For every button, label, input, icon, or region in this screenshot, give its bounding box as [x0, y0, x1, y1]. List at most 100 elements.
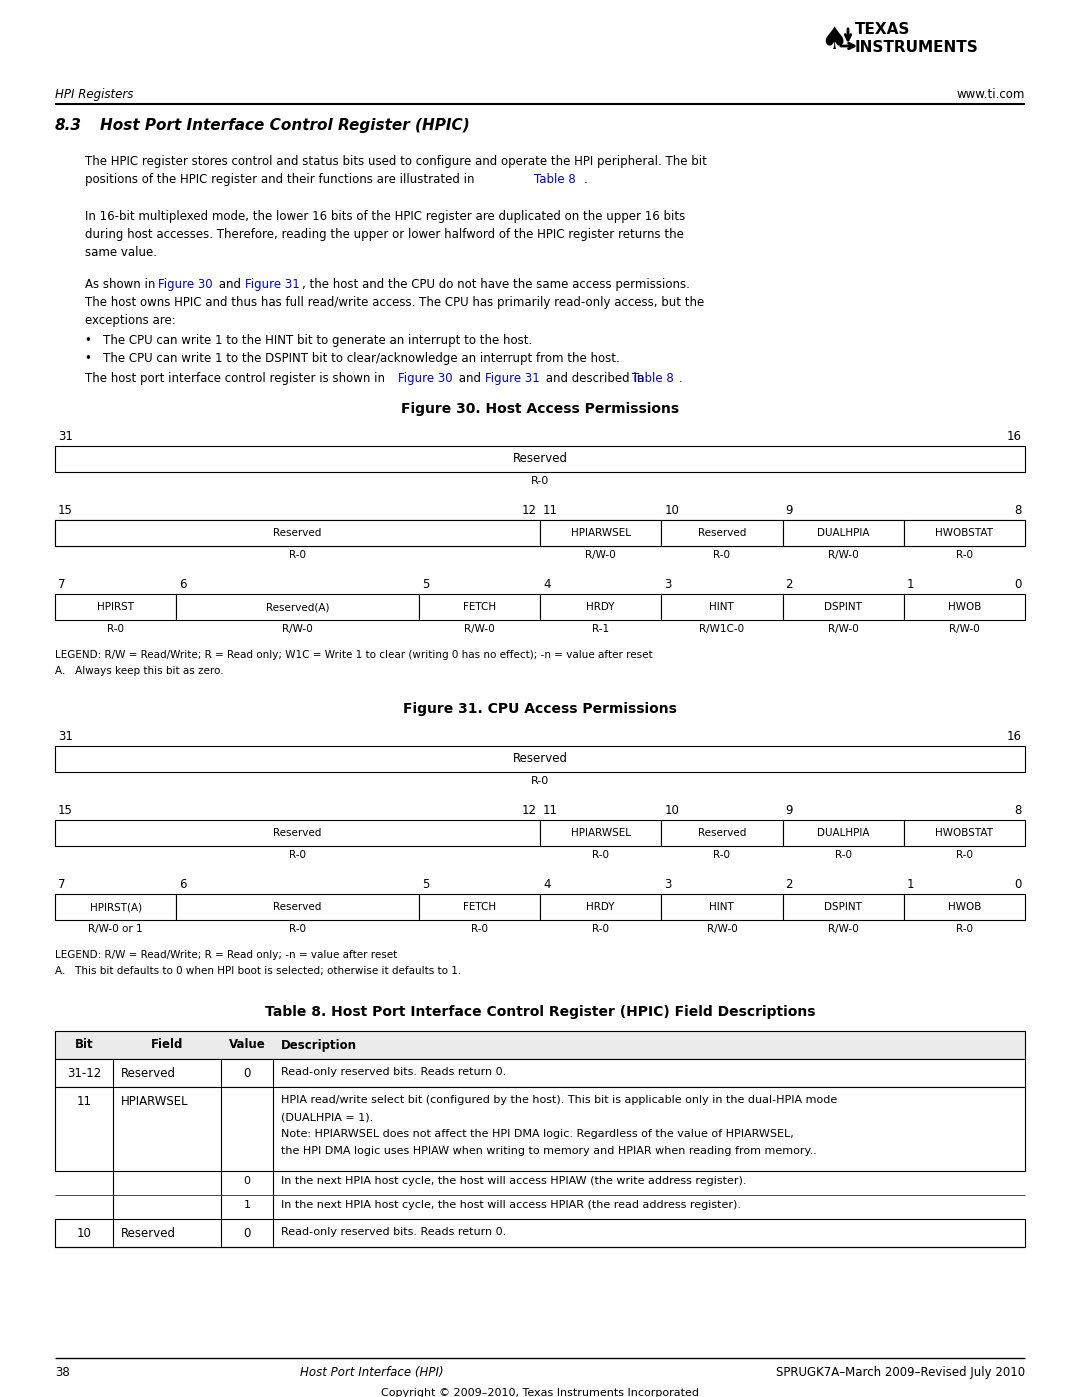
- Bar: [176, 894, 419, 921]
- Bar: [55, 746, 1025, 773]
- Text: HRDY: HRDY: [586, 902, 615, 912]
- Text: Host Port Interface (HPI): Host Port Interface (HPI): [300, 1366, 444, 1379]
- Bar: [55, 894, 176, 921]
- Text: Table 8. Host Port Interface Control Register (HPIC) Field Descriptions: Table 8. Host Port Interface Control Reg…: [265, 1004, 815, 1018]
- Text: 9: 9: [785, 805, 793, 817]
- Bar: [783, 520, 904, 546]
- Text: As shown in: As shown in: [85, 278, 159, 291]
- Text: www.ti.com: www.ti.com: [957, 88, 1025, 101]
- Text: 1: 1: [907, 877, 915, 891]
- Text: R-0: R-0: [531, 775, 549, 787]
- Text: 10: 10: [77, 1227, 92, 1241]
- Bar: [904, 520, 1025, 546]
- Bar: [661, 520, 783, 546]
- Text: R/W-0: R/W-0: [464, 624, 495, 634]
- Text: TEXAS: TEXAS: [855, 22, 910, 36]
- Text: The host port interface control register is shown in: The host port interface control register…: [85, 372, 389, 386]
- Bar: [176, 594, 419, 620]
- Text: 0: 0: [1014, 877, 1022, 891]
- Bar: [783, 520, 904, 546]
- Text: 11: 11: [543, 504, 558, 517]
- Text: HINT: HINT: [710, 902, 734, 912]
- Text: 15: 15: [58, 805, 72, 817]
- Text: and: and: [455, 372, 485, 386]
- Text: .: .: [679, 372, 683, 386]
- Text: 5: 5: [422, 877, 429, 891]
- Bar: [661, 894, 783, 921]
- Text: Copyright © 2009–2010, Texas Instruments Incorporated: Copyright © 2009–2010, Texas Instruments…: [381, 1389, 699, 1397]
- Text: 10: 10: [664, 504, 679, 517]
- Text: •   The CPU can write 1 to the DSPINT bit to clear/acknowledge an interrupt from: • The CPU can write 1 to the DSPINT bit …: [85, 352, 620, 365]
- Text: Reserved: Reserved: [273, 528, 322, 538]
- Text: Reserved(A): Reserved(A): [266, 602, 329, 612]
- Bar: [55, 446, 1025, 472]
- Text: Figure 30: Figure 30: [158, 278, 213, 291]
- Text: 7: 7: [58, 578, 66, 591]
- Text: positions of the HPIC register and their functions are illustrated in: positions of the HPIC register and their…: [85, 173, 478, 186]
- Text: Reserved: Reserved: [513, 753, 567, 766]
- Text: A.   This bit defaults to 0 when HPI boot is selected; otherwise it defaults to : A. This bit defaults to 0 when HPI boot …: [55, 965, 461, 977]
- Text: Reserved: Reserved: [513, 453, 567, 465]
- Bar: [55, 594, 176, 620]
- Bar: [55, 1087, 1025, 1171]
- Bar: [540, 594, 661, 620]
- Text: Figure 31: Figure 31: [485, 372, 540, 386]
- Text: R-0: R-0: [289, 923, 306, 935]
- Text: 8: 8: [1014, 805, 1022, 817]
- Text: DUALHPIA: DUALHPIA: [816, 528, 869, 538]
- Text: and described in: and described in: [542, 372, 648, 386]
- Text: R/W-0: R/W-0: [949, 624, 980, 634]
- Text: R-0: R-0: [531, 476, 549, 486]
- Text: Reserved: Reserved: [698, 528, 746, 538]
- Text: 7: 7: [58, 877, 66, 891]
- Text: FETCH: FETCH: [463, 902, 496, 912]
- Text: 11: 11: [77, 1095, 92, 1108]
- Text: 4: 4: [543, 877, 551, 891]
- Text: R-1: R-1: [592, 624, 609, 634]
- Bar: [783, 594, 904, 620]
- Text: Field: Field: [151, 1038, 184, 1052]
- Text: HPIRST: HPIRST: [97, 602, 134, 612]
- Text: 10: 10: [664, 805, 679, 817]
- Text: 2: 2: [785, 877, 793, 891]
- Text: Table 8: Table 8: [632, 372, 674, 386]
- Bar: [904, 894, 1025, 921]
- Text: 6: 6: [179, 578, 187, 591]
- Text: 31-12: 31-12: [67, 1067, 102, 1080]
- Text: Description: Description: [281, 1038, 357, 1052]
- Text: .: .: [584, 173, 588, 186]
- Text: R-0: R-0: [592, 923, 609, 935]
- Text: HPIA read/write select bit (configured by the host). This bit is applicable only: HPIA read/write select bit (configured b…: [281, 1095, 837, 1105]
- Text: SPRUGK7A–March 2009–Revised July 2010: SPRUGK7A–March 2009–Revised July 2010: [775, 1366, 1025, 1379]
- Text: Reserved: Reserved: [698, 828, 746, 838]
- Text: R-0: R-0: [592, 849, 609, 861]
- Text: 31: 31: [58, 731, 72, 743]
- Text: the HPI DMA logic uses HPIAW when writing to memory and HPIAR when reading from : the HPI DMA logic uses HPIAW when writin…: [281, 1146, 816, 1155]
- Text: In the next HPIA host cycle, the host will access HPIAR (the read address regist: In the next HPIA host cycle, the host wi…: [281, 1200, 741, 1210]
- Text: R-0: R-0: [107, 624, 124, 634]
- Bar: [55, 1059, 1025, 1087]
- Bar: [419, 894, 540, 921]
- Text: DSPINT: DSPINT: [824, 602, 862, 612]
- Text: LEGEND: R/W = Read/Write; R = Read only; -n = value after reset: LEGEND: R/W = Read/Write; R = Read only;…: [55, 950, 397, 960]
- Text: 11: 11: [543, 805, 558, 817]
- Bar: [661, 594, 783, 620]
- Text: Figure 30: Figure 30: [399, 372, 453, 386]
- Text: (DUALHPIA = 1).: (DUALHPIA = 1).: [281, 1112, 374, 1122]
- Text: Reserved: Reserved: [273, 828, 322, 838]
- Text: R/W-0: R/W-0: [827, 550, 859, 560]
- Text: HINT: HINT: [710, 602, 734, 612]
- Text: Figure 31. CPU Access Permissions: Figure 31. CPU Access Permissions: [403, 703, 677, 717]
- Text: 8.3: 8.3: [55, 117, 82, 133]
- Bar: [55, 520, 540, 546]
- Text: In the next HPIA host cycle, the host will access HPIAW (the write address regis: In the next HPIA host cycle, the host wi…: [281, 1176, 746, 1186]
- Text: 1: 1: [243, 1200, 251, 1210]
- Bar: [783, 894, 904, 921]
- Text: 0: 0: [243, 1176, 251, 1186]
- Text: R-0: R-0: [956, 550, 973, 560]
- Text: 0: 0: [1014, 578, 1022, 591]
- Bar: [55, 1220, 1025, 1248]
- Text: HPIARWSEL: HPIARWSEL: [570, 528, 631, 538]
- Text: R/W-0 or 1: R/W-0 or 1: [89, 923, 143, 935]
- Text: FETCH: FETCH: [463, 602, 496, 612]
